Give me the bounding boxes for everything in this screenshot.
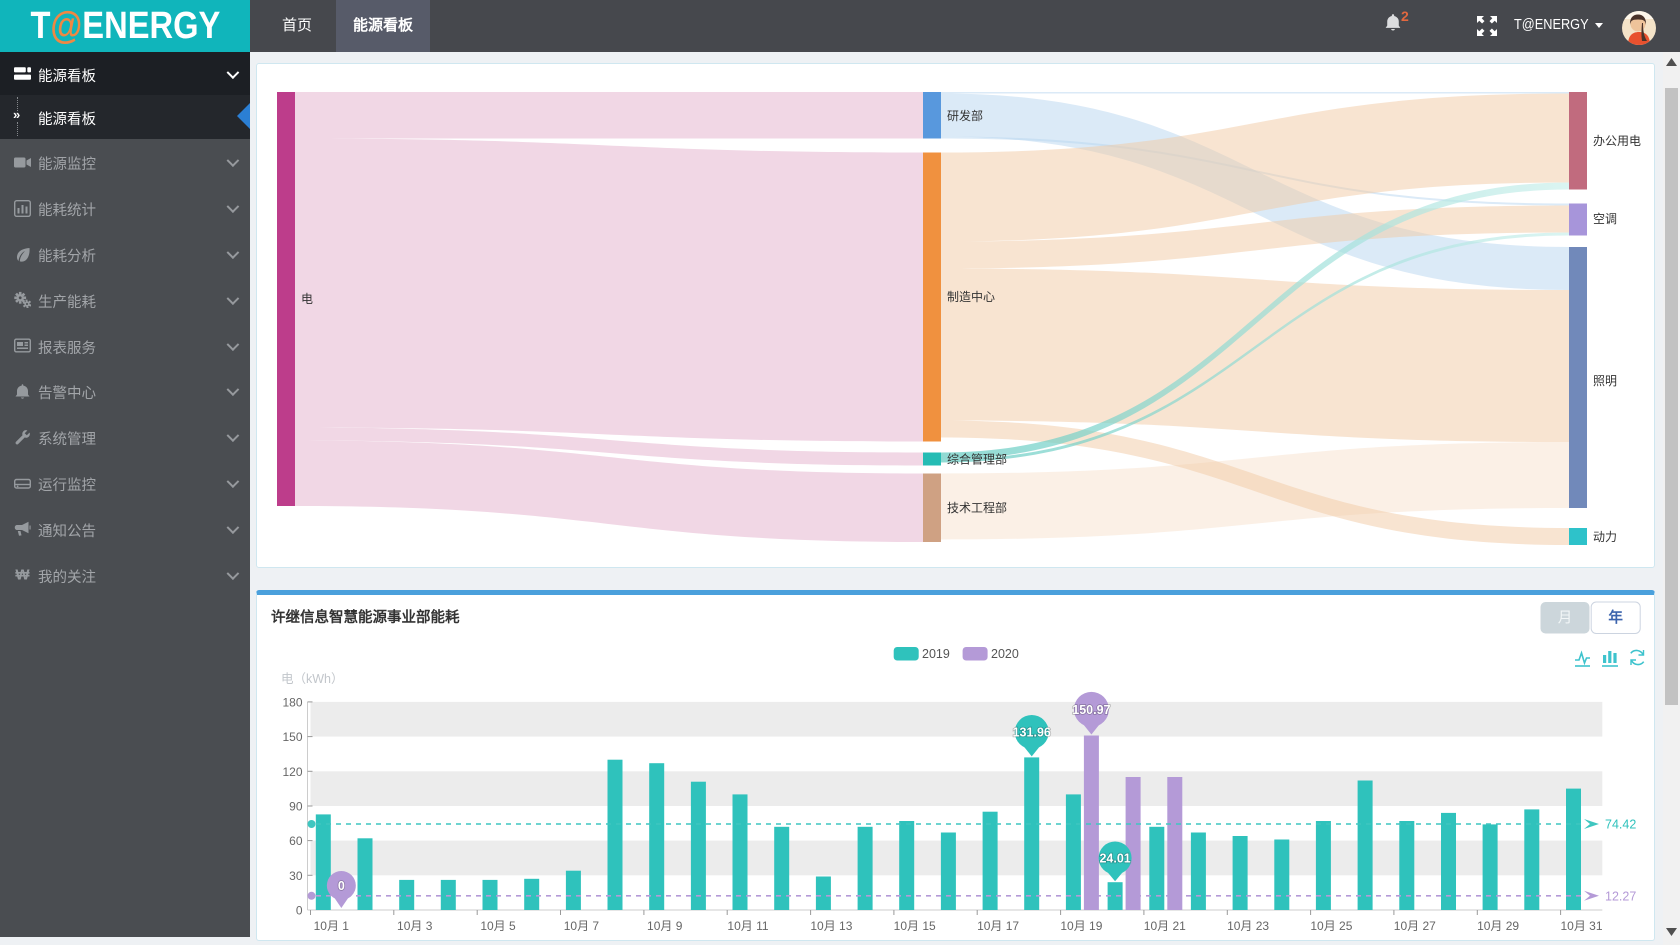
svg-text:180: 180 — [282, 695, 302, 709]
svg-text:10月 3: 10月 3 — [397, 919, 433, 933]
svg-text:90: 90 — [289, 800, 303, 814]
svg-text:年: 年 — [1608, 609, 1623, 627]
svg-text:办公用电: 办公用电 — [1593, 133, 1641, 148]
svg-text:10月 29: 10月 29 — [1477, 919, 1519, 933]
svg-text:许继信息智慧能源事业部能耗: 许继信息智慧能源事业部能耗 — [271, 608, 460, 626]
svg-text:12.27: 12.27 — [1605, 889, 1636, 903]
svg-text:74.42: 74.42 — [1605, 818, 1636, 832]
svg-text:10月 27: 10月 27 — [1394, 919, 1436, 933]
svg-text:150: 150 — [282, 730, 302, 744]
svg-text:研发部: 研发部 — [947, 108, 983, 123]
svg-text:₩: ₩ — [15, 567, 30, 584]
svg-text:10月 13: 10月 13 — [810, 919, 852, 933]
svg-text:131.96: 131.96 — [1013, 726, 1051, 740]
svg-text:综合管理部: 综合管理部 — [947, 452, 1007, 467]
svg-text:技术工程部: 技术工程部 — [947, 500, 1007, 515]
svg-text:120: 120 — [282, 765, 302, 779]
svg-text:60: 60 — [289, 834, 303, 848]
svg-text:10月 15: 10月 15 — [894, 919, 936, 933]
svg-text:动力: 动力 — [1593, 530, 1617, 544]
svg-text:150.97: 150.97 — [1072, 703, 1110, 717]
svg-text:0: 0 — [338, 879, 345, 893]
svg-text:10月 7: 10月 7 — [564, 919, 600, 933]
svg-text:24.01: 24.01 — [1099, 852, 1130, 866]
svg-text:10月 31: 10月 31 — [1560, 919, 1602, 933]
svg-text:10月 9: 10月 9 — [647, 919, 683, 933]
svg-text:10月 23: 10月 23 — [1227, 919, 1269, 933]
svg-text:10月 1: 10月 1 — [314, 919, 350, 933]
svg-text:30: 30 — [289, 869, 303, 883]
svg-text:制造中心: 制造中心 — [947, 289, 995, 304]
svg-text:电: 电 — [301, 292, 313, 306]
svg-text:10月 17: 10月 17 — [977, 919, 1019, 933]
svg-text:空调: 空调 — [1593, 212, 1617, 226]
svg-text:2020: 2020 — [991, 647, 1019, 661]
svg-text:照明: 照明 — [1593, 374, 1617, 388]
svg-text:2019: 2019 — [922, 647, 950, 661]
svg-text:10月 19: 10月 19 — [1060, 919, 1102, 933]
svg-text:0: 0 — [296, 904, 303, 918]
svg-text:10月 21: 10月 21 — [1144, 919, 1186, 933]
svg-text:月: 月 — [1558, 611, 1573, 627]
svg-text:10月 11: 10月 11 — [727, 919, 768, 933]
svg-text:10月 25: 10月 25 — [1310, 919, 1352, 933]
svg-text:电（kWh）: 电（kWh） — [281, 672, 344, 686]
svg-text:10月 5: 10月 5 — [480, 919, 516, 933]
